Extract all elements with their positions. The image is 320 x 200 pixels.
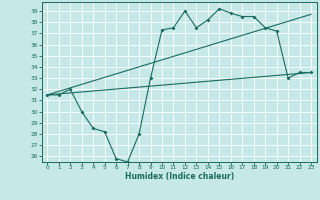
X-axis label: Humidex (Indice chaleur): Humidex (Indice chaleur) xyxy=(124,172,234,181)
